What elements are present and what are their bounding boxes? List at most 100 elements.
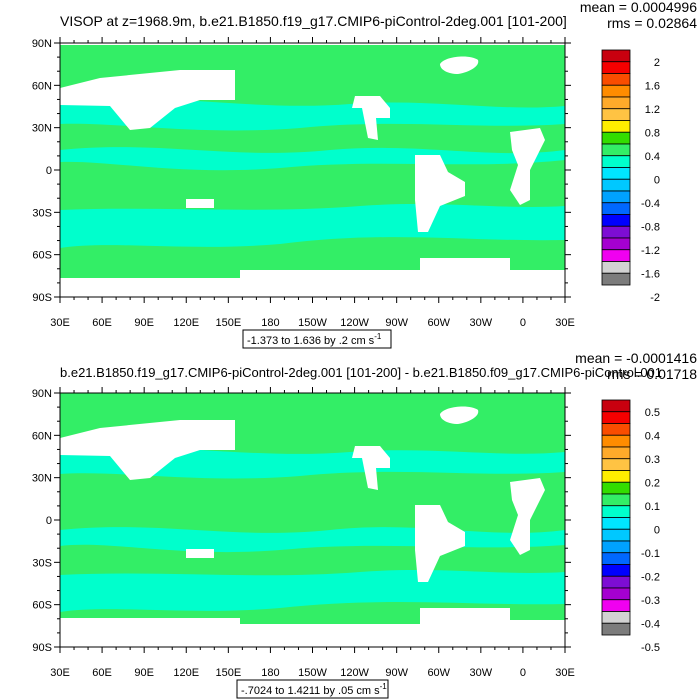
- top-land-central-america: [352, 96, 390, 140]
- lon-label: 120E: [173, 317, 199, 329]
- colorbar-swatch: [601, 272, 631, 286]
- colorbar-swatch: [601, 261, 631, 274]
- colorbar-swatch: [601, 599, 631, 612]
- bottom-map-panel: b.e21.B1850.f19_g17.CMIP6-piControl-2deg…: [32, 350, 697, 699]
- bottom-land-greenland: [440, 406, 479, 424]
- bottom-land-africa: [510, 478, 545, 555]
- colorbar-swatch: [601, 552, 631, 565]
- colorbar-swatch: [601, 575, 631, 589]
- lon-label: 0: [520, 667, 526, 679]
- lon-label: 60W: [427, 317, 450, 329]
- colorbar-swatch: [601, 564, 631, 577]
- colorbar-label: -0.1: [641, 548, 660, 560]
- top-land-greenland: [440, 56, 479, 74]
- bottom-lon-labels: 30E 60E 90E 120E 150E 180 150W 120W 90W …: [50, 667, 575, 679]
- top-cyan-band-south: [60, 204, 565, 248]
- colorbar-label: -1.2: [641, 245, 660, 257]
- lon-label: 120W: [340, 317, 369, 329]
- lon-label: 150W: [298, 667, 327, 679]
- lat-label: 90N: [32, 388, 52, 400]
- top-range-box: [242, 329, 392, 349]
- colorbar-swatch: [601, 399, 631, 413]
- colorbar-swatch: [601, 214, 631, 227]
- bottom-range-text: -.7024 to 1.4211 by .05 cm s-1: [241, 682, 387, 697]
- lon-label: 30E: [50, 667, 70, 679]
- colorbar-label: -0.3: [641, 595, 660, 607]
- lon-label: 0: [520, 317, 526, 329]
- colorbar-label: -0.4: [641, 198, 660, 210]
- colorbar-label: -0.5: [641, 642, 660, 654]
- lon-label: 120W: [340, 667, 369, 679]
- colorbar-label: 0.4: [645, 430, 660, 442]
- colorbar-swatch: [601, 517, 631, 530]
- colorbar-swatch: [601, 73, 631, 86]
- colorbar-label: 1.6: [645, 80, 660, 92]
- colorbar-label: -0.4: [641, 618, 660, 630]
- top-map-panel: VISOP at z=1968.9m, b.e21.B1850.f19_g17.…: [32, 0, 697, 349]
- lon-label: 150E: [215, 667, 241, 679]
- lat-label: 90N: [32, 38, 52, 50]
- colorbar-swatch: [601, 528, 631, 542]
- bottom-map-title: b.e21.B1850.f19_g17.CMIP6-piControl-2deg…: [60, 365, 662, 380]
- lat-label: 60N: [32, 80, 52, 92]
- colorbar-label: 0.1: [645, 501, 660, 513]
- colorbar-swatch: [601, 108, 631, 121]
- top-polar-edge: [60, 43, 565, 45]
- lat-label: 30N: [32, 123, 52, 135]
- colorbar-swatch: [601, 96, 631, 110]
- bottom-axis-ticks: [54, 387, 571, 653]
- lon-label: 90E: [134, 317, 154, 329]
- lon-label: 120E: [173, 667, 199, 679]
- lon-label: 30E: [50, 317, 70, 329]
- colorbar-swatch: [601, 540, 631, 554]
- lon-label: 30W: [470, 667, 493, 679]
- colorbar-label: -0.2: [641, 571, 660, 583]
- top-land-antarctica: [60, 258, 565, 297]
- colorbar-swatch: [601, 411, 631, 424]
- top-map-title: VISOP at z=1968.9m, b.e21.B1850.f19_g17.…: [60, 13, 567, 29]
- colorbar-swatch: [601, 622, 631, 636]
- colorbar-swatch: [601, 202, 631, 215]
- lat-label: 0: [46, 515, 52, 527]
- top-mean-stat: mean = 0.0004996: [580, 0, 697, 15]
- colorbar-swatch: [601, 249, 631, 262]
- bottom-land-island: [186, 549, 214, 558]
- colorbar-swatch: [601, 237, 631, 251]
- top-cyan-band-north: [60, 97, 565, 131]
- lat-label: 30S: [32, 557, 52, 569]
- bottom-range-label: -.7024 to 1.4211 by .05 cm s-1: [236, 679, 389, 699]
- lon-label: 180: [261, 317, 279, 329]
- lat-label: 0: [46, 165, 52, 177]
- colorbar-label: -1.6: [641, 268, 660, 280]
- colorbar-swatch: [601, 120, 631, 133]
- colorbar-swatch: [601, 434, 631, 448]
- colorbar-swatch: [601, 611, 631, 624]
- lon-label: 60E: [92, 667, 112, 679]
- lat-label: 60S: [32, 600, 52, 612]
- colorbar-label: 0.2: [645, 477, 660, 489]
- colorbar-label: 0: [654, 174, 660, 186]
- colorbar-label: -0.8: [641, 221, 660, 233]
- lat-label: 90S: [32, 642, 52, 654]
- bottom-colorbar-labels: 0.5 0.4 0.3 0.2 0.1 0 -0.1 -0.2 -0.3 -0.…: [641, 407, 660, 654]
- top-lon-labels: 30E 60E 90E 120E 150E 180 150W 120W 90W …: [50, 317, 575, 329]
- bottom-cyan-band-south: [60, 570, 565, 612]
- lon-label: 30E: [555, 667, 575, 679]
- bottom-colorbar: [601, 399, 631, 636]
- colorbar-label: 2: [654, 57, 660, 69]
- top-colorbar-labels: 2 1.6 1.2 0.8 0.4 0 -0.4 -0.8 -1.2 -1.6 …: [641, 57, 660, 304]
- colorbar-swatch: [601, 155, 631, 168]
- colorbar-swatch: [601, 493, 631, 507]
- lon-label: 30E: [555, 317, 575, 329]
- bottom-land-south-america: [415, 505, 465, 582]
- top-map-field: [60, 43, 565, 297]
- colorbar-label: 0.8: [645, 127, 660, 139]
- colorbar-label: 1.2: [645, 104, 660, 116]
- colorbar-swatch: [601, 190, 631, 204]
- colorbar-swatch: [601, 84, 631, 98]
- colorbar-swatch: [601, 423, 631, 436]
- bottom-range-box: [236, 679, 389, 699]
- lon-label: 150E: [215, 317, 241, 329]
- colorbar-swatch: [601, 505, 631, 518]
